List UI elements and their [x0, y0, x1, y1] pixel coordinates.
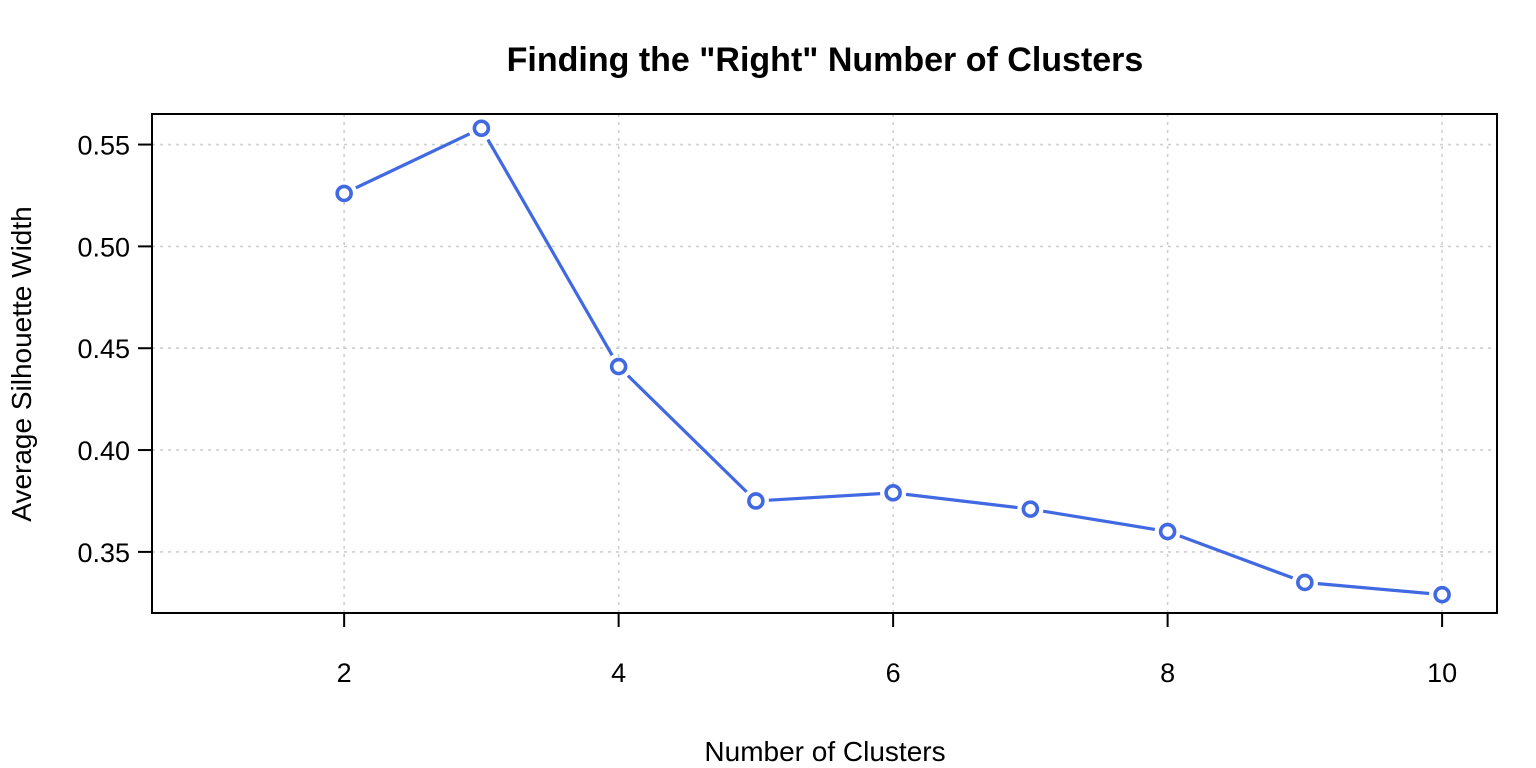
series-line-segment	[486, 138, 614, 357]
series-line-segment	[768, 492, 881, 502]
x-tick-label: 2	[337, 658, 352, 688]
x-tick-label: 10	[1427, 658, 1457, 688]
x-axis-label: Number of Clusters	[704, 736, 945, 767]
data-point	[609, 357, 628, 376]
series-line-segment	[626, 374, 748, 494]
y-tick-label: 0.55	[77, 131, 130, 161]
y-axis-label: Average Silhouette Width	[6, 206, 37, 521]
y-tick-label: 0.45	[77, 334, 130, 364]
plot-frame	[151, 113, 1498, 614]
series-line-segment	[355, 132, 471, 190]
data-point	[747, 492, 765, 510]
x-tick-label: 4	[611, 658, 626, 688]
series-line-segment	[1179, 534, 1294, 580]
data-point	[472, 119, 491, 138]
data-point	[1296, 573, 1314, 592]
y-axis: 0.35 0.40 0.45 0.50 0.55	[77, 131, 152, 568]
series-layer	[335, 119, 1451, 604]
y-tick-label: 0.35	[77, 538, 130, 568]
series-line-segment	[1317, 582, 1430, 596]
y-tick-label: 0.50	[77, 232, 130, 262]
x-tick-label: 8	[1160, 658, 1175, 688]
data-point	[1021, 500, 1040, 518]
x-tick-label: 6	[886, 658, 901, 688]
chart-title: Finding the "Right" Number of Clusters	[507, 41, 1144, 79]
data-point	[884, 484, 902, 502]
data-point	[1158, 522, 1177, 541]
y-tick-label: 0.40	[77, 436, 130, 466]
series-line-segment	[1042, 509, 1156, 532]
data-point	[335, 184, 353, 203]
series-line-segment	[905, 492, 1018, 510]
grid	[152, 114, 1497, 613]
data-point	[1433, 585, 1451, 604]
x-axis: 2 4 6 8 10	[337, 613, 1457, 688]
